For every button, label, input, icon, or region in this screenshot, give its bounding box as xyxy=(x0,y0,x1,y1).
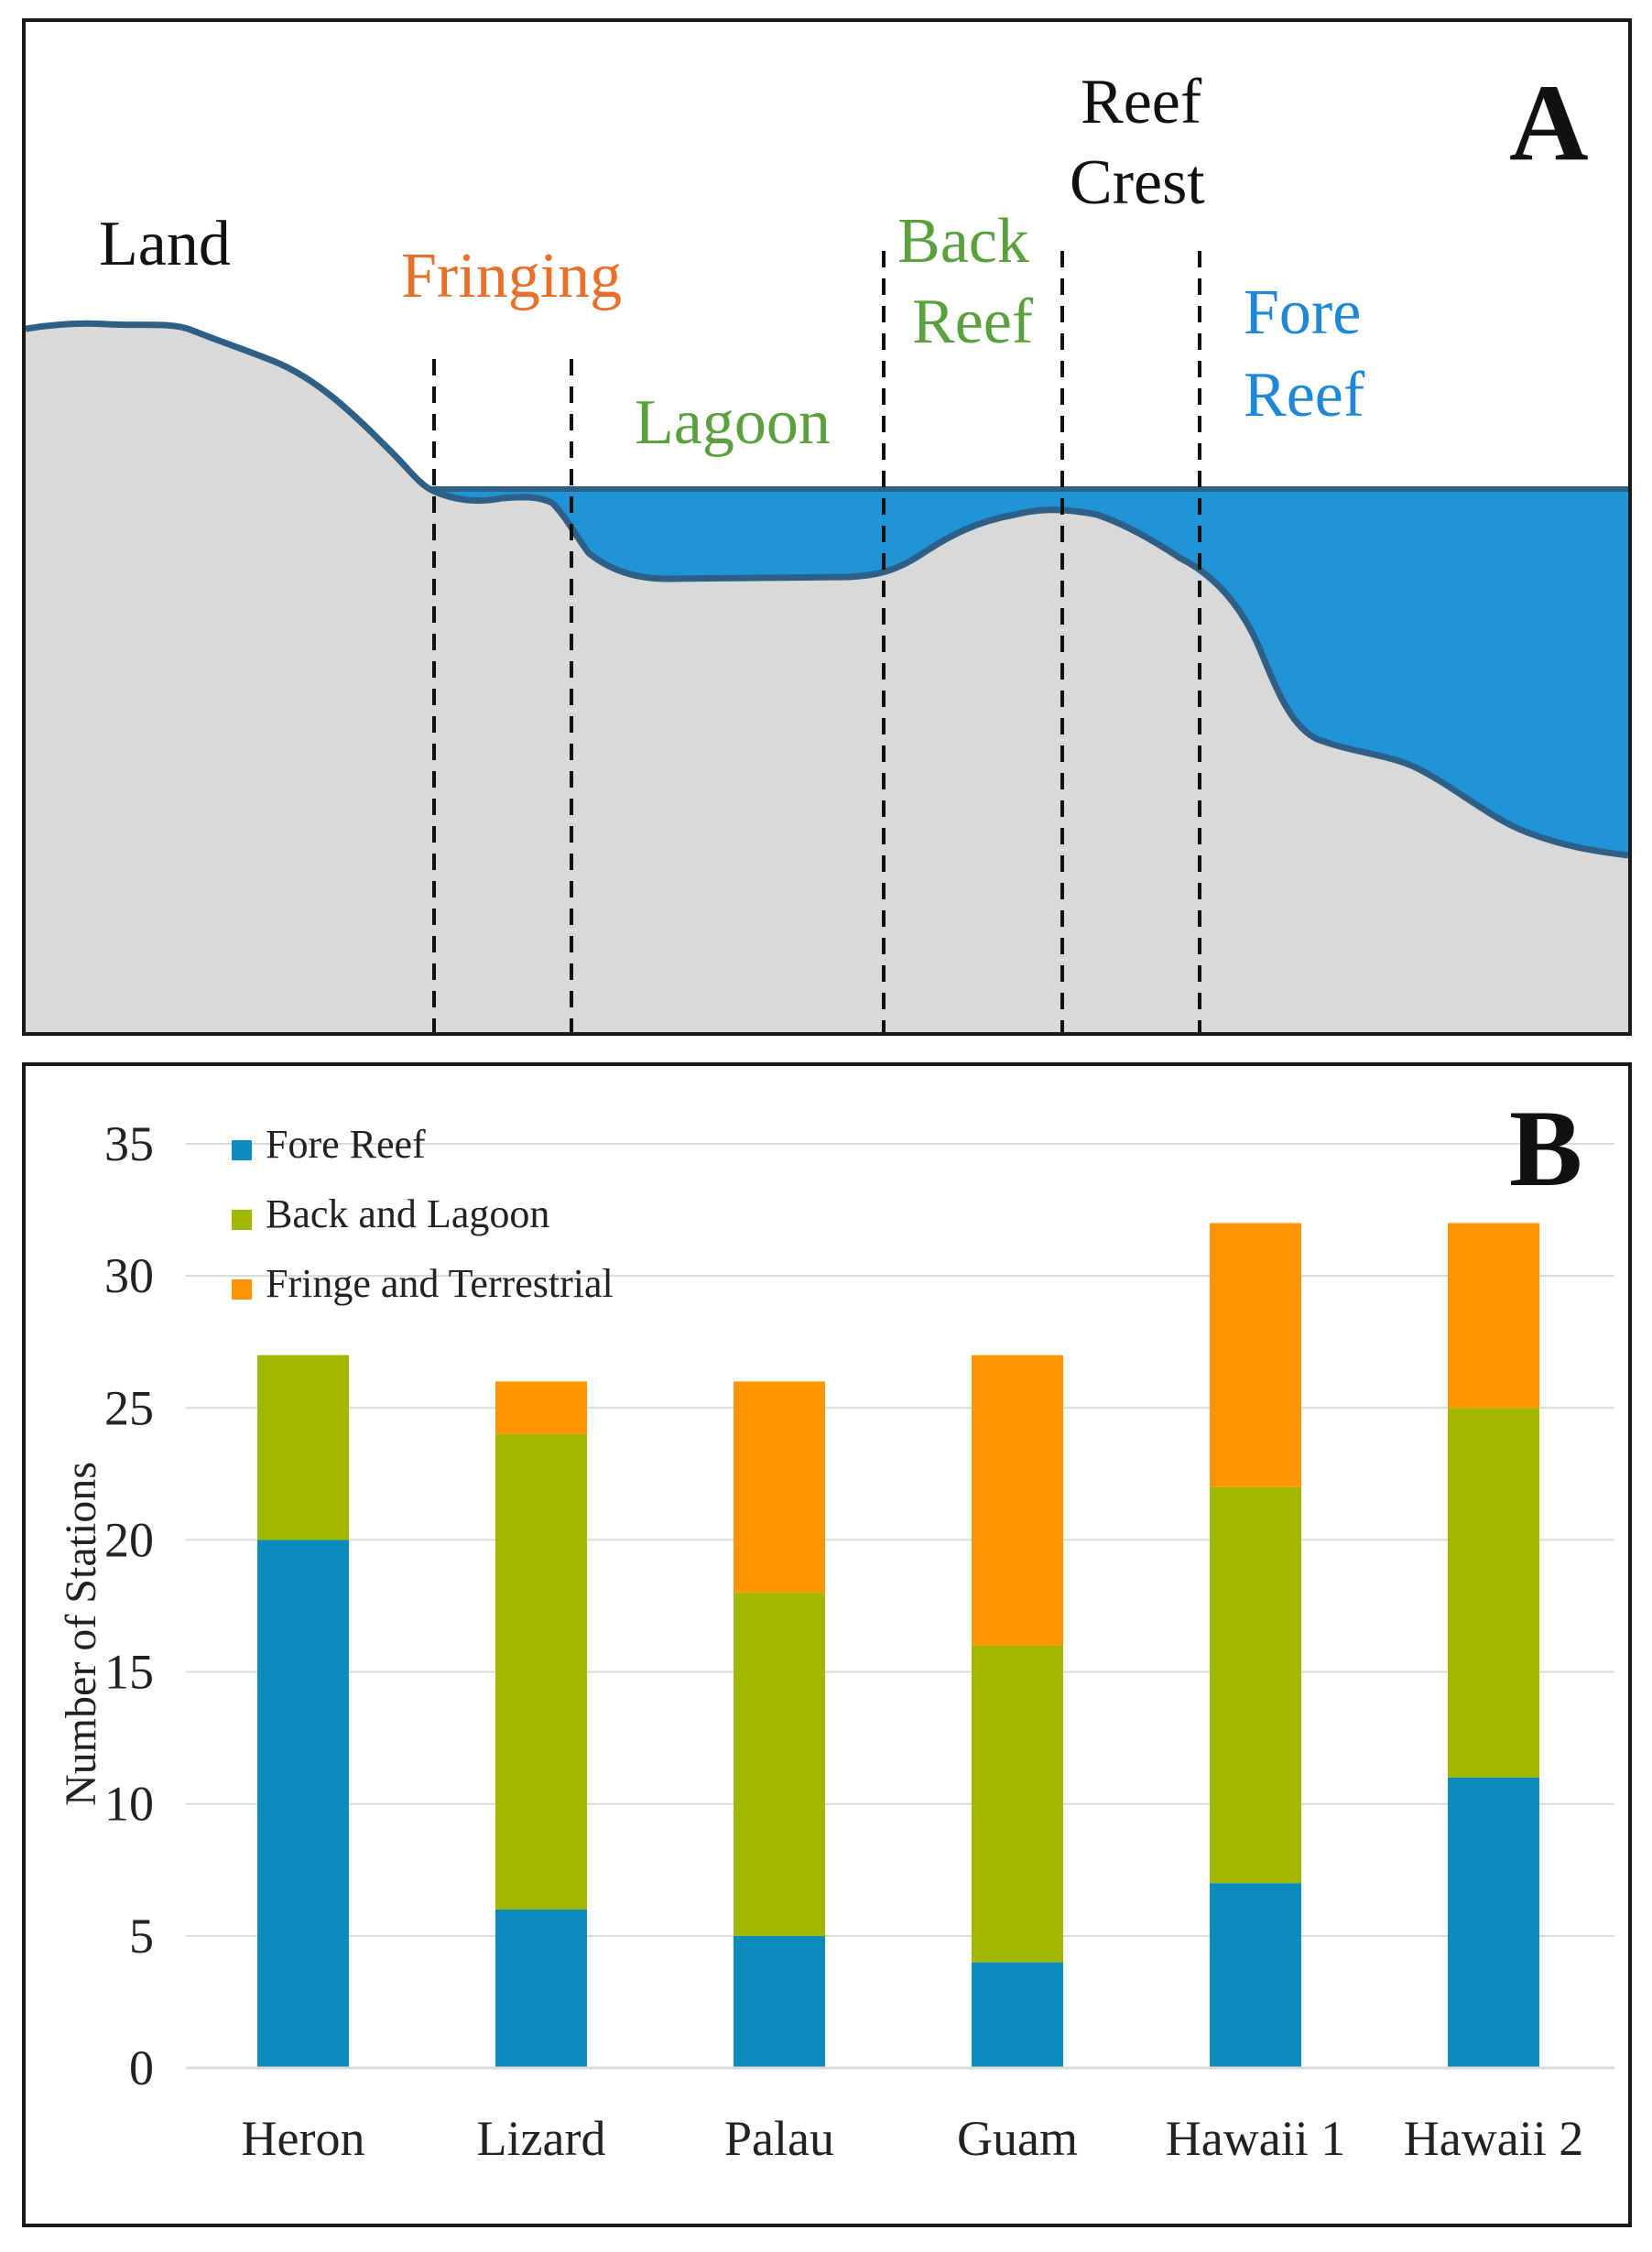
bar-guam-fore-reef xyxy=(972,1962,1063,2068)
legend-swatch-back-and-lagoon xyxy=(232,1210,252,1230)
bar-heron-fore-reef xyxy=(257,1539,349,2068)
legend-label-fringe-and-terrestrial: Fringe and Terrestrial xyxy=(266,1261,614,1306)
legend-label-back-and-lagoon: Back and Lagoon xyxy=(266,1191,549,1236)
x-tick-label-heron: Heron xyxy=(242,2111,365,2166)
y-axis-label: Number of Stations xyxy=(57,1462,105,1806)
bar-heron-back-and-lagoon xyxy=(257,1354,349,1540)
label-land: Land xyxy=(99,209,231,279)
x-tick-label-guam: Guam xyxy=(957,2111,1078,2166)
reef-profile-diagram: Land Fringing Lagoon Back Reef Reef Cres… xyxy=(26,61,1628,1032)
x-tick-label-lizard: Lizard xyxy=(477,2111,606,2166)
zone-dividers xyxy=(432,251,1201,1032)
y-tick-label-20: 20 xyxy=(104,1512,154,1567)
y-tick-label-25: 25 xyxy=(104,1380,154,1435)
y-tick-label-0: 0 xyxy=(129,2040,154,2095)
y-tick-label-15: 15 xyxy=(104,1645,154,1700)
bar-hawaii-1-fringe-and-terrestrial xyxy=(1210,1223,1301,1487)
seabed-outline xyxy=(26,320,1628,859)
label-fore-reef-line1: Fore xyxy=(1244,277,1361,348)
legend-label-fore-reef: Fore Reef xyxy=(266,1122,426,1167)
bar-palau-fore-reef xyxy=(734,1935,825,2068)
bar-lizard-back-and-lagoon xyxy=(495,1434,587,1910)
bar-hawaii-2-fringe-and-terrestrial xyxy=(1448,1223,1539,1409)
bars xyxy=(257,1223,1539,2068)
label-reef-crest-line2: Crest xyxy=(1070,147,1205,218)
y-tick-label-35: 35 xyxy=(104,1116,154,1171)
bar-guam-fringe-and-terrestrial xyxy=(972,1354,1063,1646)
seabed-land-area xyxy=(26,323,1628,1032)
label-fore-reef-line2: Reef xyxy=(1244,360,1365,430)
bar-lizard-fringe-and-terrestrial xyxy=(495,1381,587,1435)
legend: Fore Reef Back and Lagoon Fringe and Terre… xyxy=(232,1122,614,1306)
legend-swatch-fringe-and-terrestrial xyxy=(232,1279,252,1300)
stacked-bar-chart: 0 5 10 15 20 25 30 35 Heron Lizard Palau Guam Hawaii… xyxy=(57,1087,1614,2166)
label-reef-crest-line1: Reef xyxy=(1081,67,1202,137)
bar-hawaii-2-fore-reef xyxy=(1448,1777,1539,2068)
label-fringing: Fringing xyxy=(401,241,622,311)
y-tick-label-5: 5 xyxy=(129,1909,154,1964)
bar-lizard-fore-reef xyxy=(495,1909,587,2068)
axes: 0 5 10 15 20 25 30 35 Heron Lizard Palau Guam Hawaii… xyxy=(104,1116,1614,2166)
bar-hawaii-2-back-and-lagoon xyxy=(1448,1408,1539,1778)
water-area xyxy=(429,489,1628,855)
bar-guam-back-and-lagoon xyxy=(972,1645,1063,1963)
bar-hawaii-1-fore-reef xyxy=(1210,1883,1301,2068)
panel-b-station-chart: 0 5 10 15 20 25 30 35 Heron Lizard Palau Guam Hawaii… xyxy=(22,1062,1632,2227)
x-tick-label-palau: Palau xyxy=(724,2111,834,2166)
label-lagoon: Lagoon xyxy=(635,387,831,458)
bar-palau-back-and-lagoon xyxy=(734,1593,825,1936)
y-tick-label-30: 30 xyxy=(104,1248,154,1303)
label-back-reef-line2: Reef xyxy=(912,287,1034,357)
bar-hawaii-1-back-and-lagoon xyxy=(1210,1486,1301,1884)
gridlines xyxy=(186,1143,1614,1937)
label-back-reef-line1: Back xyxy=(897,206,1029,277)
legend-swatch-fore-reef xyxy=(232,1140,252,1160)
panel-b-letter: B xyxy=(1509,1087,1582,1209)
panel-a-reef-profile: Land Fringing Lagoon Back Reef Reef Cres… xyxy=(22,18,1632,1036)
bar-palau-fringe-and-terrestrial xyxy=(734,1381,825,1594)
y-tick-label-10: 10 xyxy=(104,1777,154,1832)
x-tick-label-hawaii-1: Hawaii 1 xyxy=(1166,2111,1345,2166)
x-tick-label-hawaii-2: Hawaii 2 xyxy=(1404,2111,1583,2166)
panel-a-letter: A xyxy=(1509,61,1589,183)
